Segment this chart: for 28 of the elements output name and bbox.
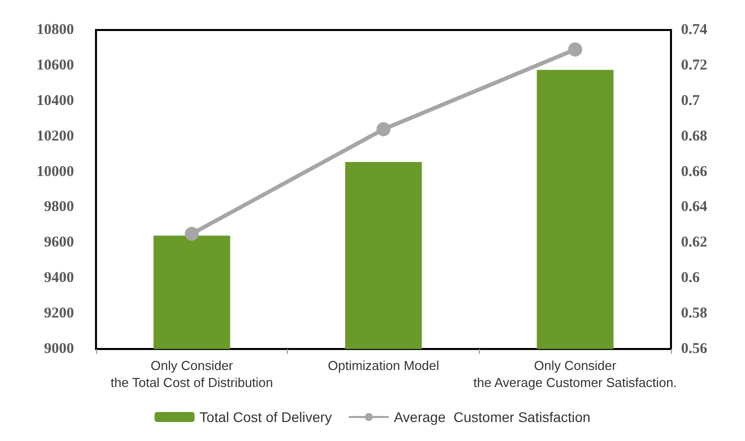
y-tick-label: 10800: [36, 22, 74, 38]
y-tick-label: 10600: [36, 57, 74, 74]
y2-tick-label: 0.68: [681, 128, 708, 144]
legend-label: Total Cost of Delivery: [200, 409, 332, 425]
y-tick-label: 9800: [44, 199, 74, 216]
x-tick-label: Only Consider the Total Cost of Distribution: [110, 358, 274, 390]
y2-tick-label: 0.58: [681, 306, 708, 322]
y2-tick-label: 0.64: [681, 199, 708, 216]
y-tick-label: 9600: [44, 234, 74, 251]
y2-tick-label: 0.66: [681, 164, 708, 180]
y-tick-label: 10200: [36, 128, 74, 144]
y2-tick-label: 0.74: [681, 22, 708, 38]
y-tick-label: 10400: [36, 92, 74, 109]
y-tick-label: 9200: [44, 306, 74, 322]
x-tick-label: Optimization Model: [328, 358, 440, 373]
y-tick-label: 9000: [44, 341, 74, 357]
y2-tick-label: 0.7: [681, 92, 700, 109]
y2-tick-label: 0.6: [681, 270, 700, 286]
y2-tick-label: 0.72: [681, 57, 708, 74]
y2-tick-label: 0.62: [681, 234, 708, 251]
y-tick-label: 9400: [44, 270, 74, 286]
point: [184, 226, 199, 241]
y-tick-label: 10000: [36, 164, 74, 180]
x-tick-label: Only Consider the Average Customer Satisfaction.: [473, 358, 677, 390]
point: [568, 42, 582, 56]
point: [376, 122, 390, 136]
y2-tick-label: 0.56: [681, 341, 708, 357]
legend-label: Average Customer Satisfaction: [394, 409, 590, 425]
